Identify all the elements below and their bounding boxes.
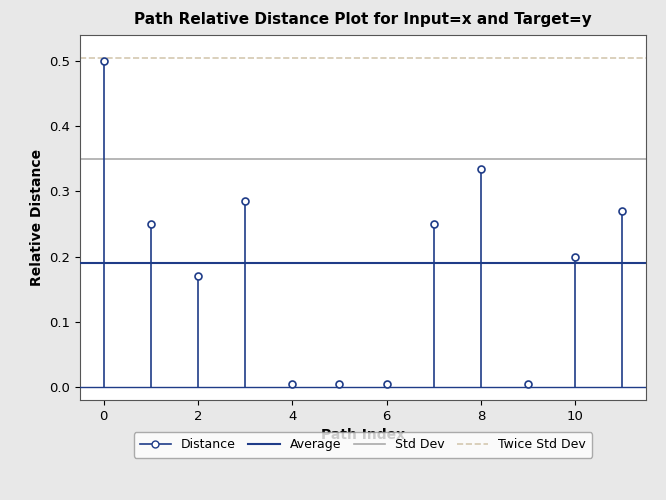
Legend: Distance, Average, Std Dev, Twice Std Dev: Distance, Average, Std Dev, Twice Std De… — [134, 432, 592, 458]
Title: Path Relative Distance Plot for Input=x and Target=y: Path Relative Distance Plot for Input=x … — [134, 12, 592, 27]
X-axis label: Path Index: Path Index — [321, 428, 405, 442]
Y-axis label: Relative Distance: Relative Distance — [30, 149, 44, 286]
